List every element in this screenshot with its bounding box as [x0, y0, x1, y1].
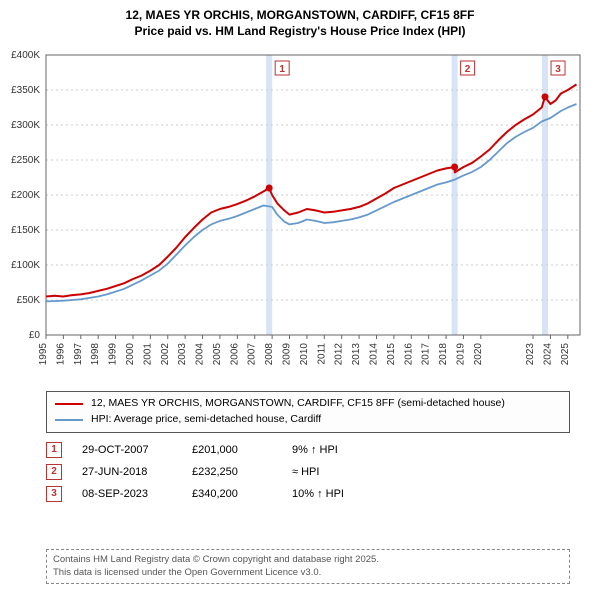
svg-text:2012: 2012	[334, 343, 345, 366]
svg-text:2006: 2006	[229, 343, 240, 366]
marker-price: £340,200	[192, 488, 272, 500]
svg-text:£150K: £150K	[11, 225, 40, 236]
svg-text:2014: 2014	[368, 343, 379, 366]
marker-delta: 10% ↑ HPI	[292, 488, 392, 500]
svg-text:2015: 2015	[386, 343, 397, 366]
svg-text:2005: 2005	[212, 343, 223, 366]
svg-text:2004: 2004	[195, 343, 206, 366]
marker-price: £201,000	[192, 444, 272, 456]
svg-text:2019: 2019	[455, 343, 466, 366]
chart-title: 12, MAES YR ORCHIS, MORGANSTOWN, CARDIFF…	[0, 8, 600, 39]
svg-text:1998: 1998	[90, 343, 101, 366]
svg-text:2016: 2016	[403, 343, 414, 366]
svg-text:2009: 2009	[282, 343, 293, 366]
svg-text:2010: 2010	[299, 343, 310, 366]
svg-text:2020: 2020	[473, 343, 484, 366]
legend-label-hpi: HPI: Average price, semi-detached house,…	[91, 412, 321, 428]
marker-row: 3 08-SEP-2023 £340,200 10% ↑ HPI	[46, 483, 570, 505]
marker-date: 08-SEP-2023	[82, 488, 172, 500]
marker-badge: 3	[46, 486, 62, 502]
svg-text:1996: 1996	[55, 343, 66, 366]
marker-delta: 9% ↑ HPI	[292, 444, 392, 456]
legend-swatch-property	[55, 403, 83, 405]
svg-text:2003: 2003	[177, 343, 188, 366]
svg-text:£350K: £350K	[11, 85, 40, 96]
marker-delta: ≈ HPI	[292, 466, 392, 478]
footnote: Contains HM Land Registry data © Crown c…	[46, 549, 570, 584]
chart-svg: £0 £50K £100K £150K £200K £250K £300K £350K £400…	[0, 45, 600, 385]
svg-text:2024: 2024	[542, 343, 553, 366]
legend-swatch-hpi	[55, 419, 83, 421]
chart-container: 12, MAES YR ORCHIS, MORGANSTOWN, CARDIFF…	[0, 0, 600, 590]
footnote-line-1: Contains HM Land Registry data © Crown c…	[53, 554, 563, 566]
svg-text:£50K: £50K	[17, 295, 41, 306]
svg-text:2002: 2002	[160, 343, 171, 366]
svg-text:£200K: £200K	[11, 190, 40, 201]
title-line-2: Price paid vs. HM Land Registry's House …	[0, 24, 600, 40]
legend: 12, MAES YR ORCHIS, MORGANSTOWN, CARDIFF…	[46, 391, 570, 433]
svg-text:2007: 2007	[247, 343, 258, 366]
svg-text:2023: 2023	[525, 343, 536, 366]
marker-badge: 2	[46, 464, 62, 480]
svg-text:1999: 1999	[108, 343, 119, 366]
svg-text:1: 1	[279, 64, 285, 75]
svg-text:2: 2	[465, 64, 471, 75]
markers-table: 1 29-OCT-2007 £201,000 9% ↑ HPI 2 27-JUN-2018…	[46, 439, 570, 505]
svg-text:2011: 2011	[316, 343, 327, 365]
legend-row-hpi: HPI: Average price, semi-detached house,…	[55, 412, 561, 428]
marker-row: 1 29-OCT-2007 £201,000 9% ↑ HPI	[46, 439, 570, 461]
svg-text:£0: £0	[29, 330, 41, 341]
marker-row: 2 27-JUN-2018 £232,250 ≈ HPI	[46, 461, 570, 483]
svg-text:2025: 2025	[560, 343, 571, 366]
title-line-1: 12, MAES YR ORCHIS, MORGANSTOWN, CARDIFF…	[0, 8, 600, 24]
svg-text:2013: 2013	[351, 343, 362, 366]
svg-text:£100K: £100K	[11, 260, 40, 271]
footnote-line-2: This data is licensed under the Open Gov…	[53, 567, 563, 579]
svg-text:£400K: £400K	[11, 50, 40, 61]
marker-badge: 1	[46, 442, 62, 458]
marker-price: £232,250	[192, 466, 272, 478]
marker-date: 29-OCT-2007	[82, 444, 172, 456]
svg-text:2008: 2008	[264, 343, 275, 366]
svg-text:2017: 2017	[421, 343, 432, 366]
svg-text:2018: 2018	[438, 343, 449, 366]
svg-text:£250K: £250K	[11, 155, 40, 166]
svg-text:£300K: £300K	[11, 120, 40, 131]
svg-text:1995: 1995	[38, 343, 49, 366]
legend-label-property: 12, MAES YR ORCHIS, MORGANSTOWN, CARDIFF…	[91, 396, 505, 412]
legend-row-property: 12, MAES YR ORCHIS, MORGANSTOWN, CARDIFF…	[55, 396, 561, 412]
chart-area: £0 £50K £100K £150K £200K £250K £300K £350K £400…	[0, 45, 600, 385]
marker-date: 27-JUN-2018	[82, 466, 172, 478]
svg-text:2000: 2000	[125, 343, 136, 366]
svg-text:3: 3	[555, 64, 561, 75]
svg-text:1997: 1997	[73, 343, 84, 366]
svg-text:2001: 2001	[142, 343, 153, 366]
